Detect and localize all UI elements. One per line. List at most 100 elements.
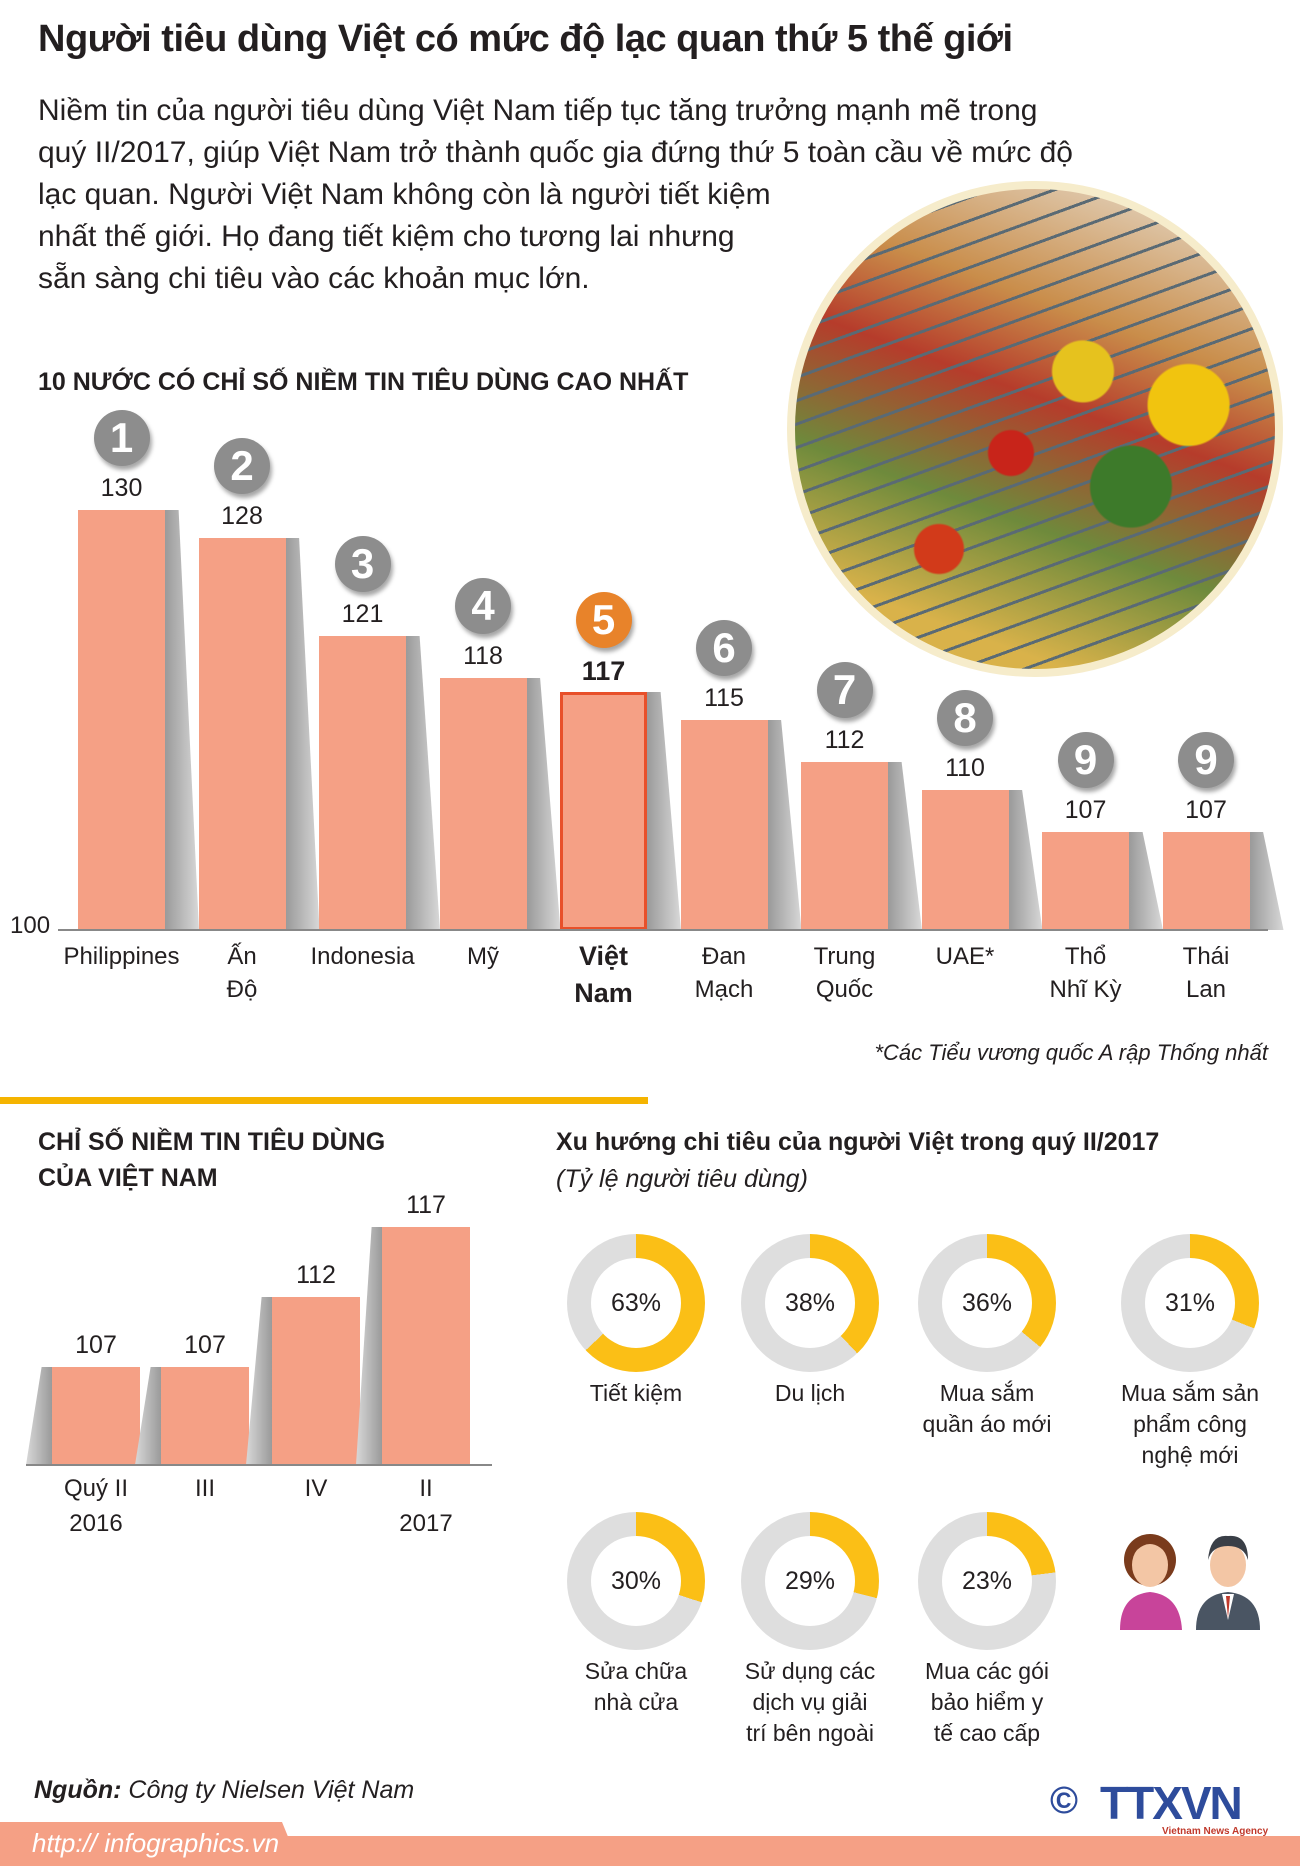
category-label: Đan	[701, 943, 747, 970]
donut-chart: 38%	[741, 1234, 879, 1372]
category-label: Trung	[813, 943, 876, 970]
bar-shadow	[647, 692, 681, 930]
top10-chart-title: 10 NƯỚC CÓ CHỈ SỐ NIỀM TIN TIÊU DÙNG CAO…	[38, 368, 689, 396]
donut-value: 23%	[942, 1536, 1032, 1626]
donut-label: Mua các gói	[924, 1658, 1049, 1684]
donut-label: nhà cửa	[593, 1689, 679, 1715]
category-label: III	[194, 1475, 215, 1502]
vn-chart-title: CHỈ SỐ NIỀM TIN TIÊU DÙNG	[38, 1128, 386, 1156]
value-label: 107	[1185, 796, 1227, 824]
rank-badge: 2	[214, 438, 270, 494]
bar	[198, 538, 286, 930]
category-label: Lan	[1185, 976, 1227, 1003]
value-label: 117	[581, 656, 626, 686]
bar	[560, 692, 647, 930]
bar	[680, 720, 768, 930]
value-label: 107	[1064, 796, 1107, 824]
intro-line: sẵn sàng chi tiêu vào các khoản mục lớn.	[38, 262, 590, 295]
category-label: IV	[304, 1475, 328, 1502]
bar	[382, 1227, 470, 1465]
rank-badge: 5	[575, 592, 632, 648]
donut-chart: 36%	[918, 1234, 1056, 1372]
donut-percent: 30%	[610, 1566, 662, 1595]
vn-chart: 107 Quý II 2016 107 III 112 IV 117 II 2017	[0, 0, 650, 1560]
page-title: Người tiêu dùng Việt có mức độ lạc quan …	[38, 18, 1013, 60]
bar	[161, 1367, 249, 1465]
donut-value: 36%	[942, 1258, 1032, 1348]
category-label: Độ	[226, 976, 258, 1003]
donut-chart: 30%	[567, 1512, 705, 1650]
value-label: 110	[945, 754, 985, 782]
donut-label: nghệ mới	[1141, 1442, 1239, 1468]
spending-title: Xu hướng chi tiêu của người Việt trong q…	[556, 1128, 1160, 1156]
donut-chart: 23%	[918, 1512, 1056, 1650]
donut-label: Tiết kiệm	[589, 1380, 683, 1406]
value-label: 118	[463, 642, 503, 670]
bar	[52, 1367, 140, 1465]
y-tick-label: 100	[10, 912, 51, 939]
bar-shadow	[246, 1297, 272, 1465]
donut-percent: 23%	[961, 1566, 1013, 1595]
category-label: Indonesia	[310, 943, 415, 970]
category-label: Nhĩ Kỳ	[1049, 976, 1122, 1003]
copyright-icon: ©	[1050, 1780, 1078, 1822]
donut-label: quần áo mới	[922, 1411, 1052, 1437]
donut-label: tế cao cấp	[933, 1720, 1041, 1746]
donut-value: 38%	[765, 1258, 855, 1348]
donut-percent: 29%	[784, 1566, 836, 1595]
category-label: UAE*	[935, 943, 995, 970]
donut-chart: 29%	[741, 1512, 879, 1650]
category-label: Nam	[574, 978, 633, 1008]
donut-label: trí bên ngoài	[746, 1720, 874, 1746]
footnote: *Các Tiểu vương quốc A rập Thống nhất	[874, 1040, 1268, 1065]
rank-badge: 9	[1178, 732, 1234, 788]
intro-line: quý II/2017, giúp Việt Nam trở thành quố…	[38, 136, 1073, 169]
bar	[439, 678, 527, 930]
value-label: 112	[296, 1261, 336, 1289]
value-label: 112	[824, 726, 865, 754]
donut-percent: 36%	[961, 1288, 1013, 1317]
donut-label: Sử dụng các	[744, 1658, 876, 1684]
category-label: II	[419, 1475, 433, 1502]
donut-label: Mua sắm sản	[1120, 1380, 1260, 1406]
value-label: 121	[341, 600, 384, 628]
value-label: 115	[704, 684, 744, 712]
x-axis	[26, 1464, 492, 1466]
shopping-cart-photo	[787, 181, 1283, 677]
intro-line: lạc quan. Người Việt Nam không còn là ng…	[38, 178, 771, 211]
bar	[1042, 832, 1129, 930]
rank-badge: 4	[455, 578, 511, 634]
donut-percent: 63%	[610, 1288, 662, 1317]
category-label: Quý II	[63, 1475, 129, 1502]
bar	[1162, 832, 1250, 930]
category-label: Mỹ	[467, 943, 499, 970]
donut-label: phẩm công	[1133, 1411, 1247, 1437]
bar-shadow	[888, 762, 922, 930]
footer-url[interactable]: http:// infographics.vn	[32, 1828, 280, 1858]
vn-chart-title: CỦA VIỆT NAM	[38, 1164, 218, 1192]
value-label: 107	[184, 1331, 226, 1359]
rank-badge: 3	[334, 536, 391, 592]
value-label: 128	[221, 502, 263, 530]
value-label: 117	[406, 1191, 446, 1219]
donut-chart: 31%	[1121, 1234, 1259, 1372]
donut-percent: 31%	[1164, 1288, 1216, 1317]
donut-value: 29%	[765, 1536, 855, 1626]
bar-shadow	[1249, 832, 1284, 930]
donut-chart: 63%	[567, 1234, 705, 1372]
category-label: Philippines	[63, 943, 180, 970]
donut-value: 63%	[591, 1258, 681, 1348]
donut-label: dịch vụ giải	[752, 1689, 868, 1715]
category-label: Thái	[1182, 943, 1230, 970]
category-label: Mạch	[694, 976, 754, 1003]
divider	[0, 1097, 648, 1104]
donut-label: bảo hiểm y	[930, 1689, 1044, 1715]
category-label: 2016	[69, 1510, 123, 1537]
rank-badge: 6	[696, 620, 752, 676]
donut-label: Mua sắm	[939, 1380, 1035, 1406]
ttxvn-logo-sub: Vietnam News Agency	[1162, 1826, 1269, 1837]
category-label: Ấn	[227, 943, 257, 970]
value-label: 130	[100, 474, 143, 502]
bar-shadow	[1129, 832, 1163, 930]
top10-chart: 130 1 Philippines 128 2 Ấn Độ 121 3 Indonesia 118 4…	[63, 410, 1284, 1008]
